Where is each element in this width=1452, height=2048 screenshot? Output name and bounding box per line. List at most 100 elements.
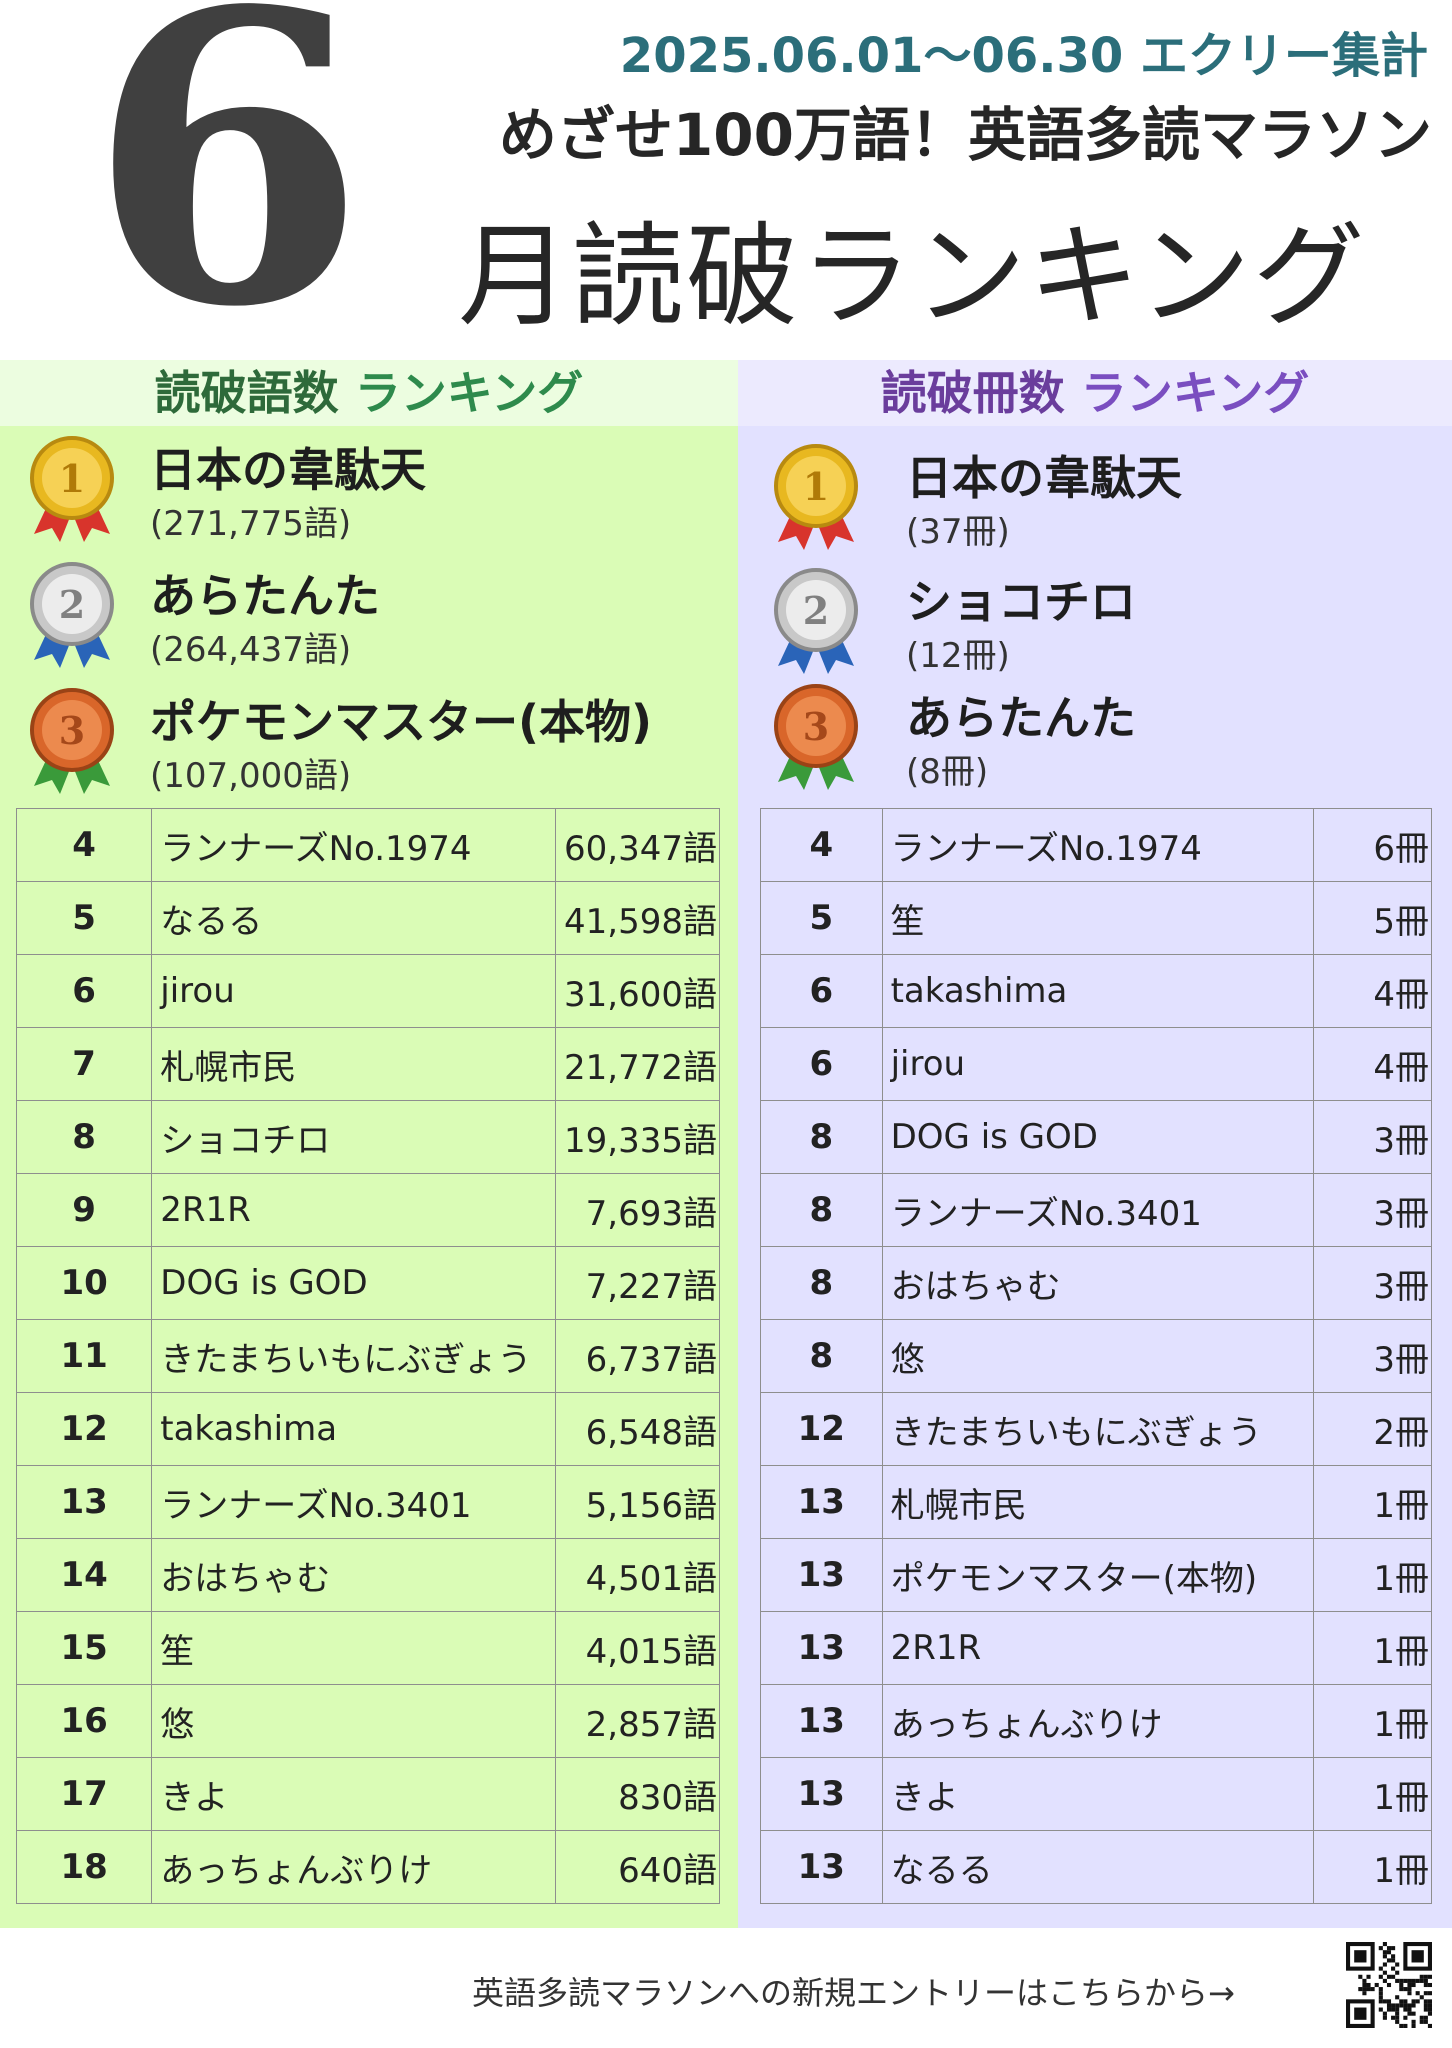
table-row: 8 DOG is GOD 3冊 xyxy=(760,1100,1432,1174)
rank-cell: 10 xyxy=(15,1246,153,1320)
rank-cell: 5 xyxy=(15,881,153,955)
books-ranking-panel: 読破冊数 ランキング 1 日本の韋駄天 (37冊) 2 ショコチロ ( xyxy=(738,360,1452,1928)
subtitle: めざせ100万語！英語多読マラソン xyxy=(498,101,1432,169)
value-cell: 6,737語 xyxy=(555,1319,720,1393)
value-cell: 1冊 xyxy=(1313,1757,1432,1831)
rank-cell: 13 xyxy=(15,1465,153,1539)
value-cell: 1冊 xyxy=(1313,1611,1432,1685)
name-cell: なるる xyxy=(151,881,557,955)
gold-medal-icon: 1 xyxy=(30,436,114,542)
value-cell: 4,501語 xyxy=(555,1538,720,1612)
value-cell: 3冊 xyxy=(1313,1100,1432,1174)
name-cell: きよ xyxy=(881,1757,1315,1831)
name-cell: takashima xyxy=(151,1392,557,1466)
value-cell: 5,156語 xyxy=(555,1465,720,1539)
books-second-place: 2 ショコチロ (12冊) xyxy=(770,566,1430,690)
name-cell: takashima xyxy=(881,954,1315,1028)
rank-cell: 4 xyxy=(760,808,883,882)
words-third-place: 3 ポケモンマスター(本物) (107,000語) xyxy=(26,686,726,810)
table-row: 14 おはちゃむ 4,501語 xyxy=(15,1538,720,1612)
value-cell: 31,600語 xyxy=(555,954,720,1028)
value-cell: 4,015語 xyxy=(555,1611,720,1685)
value-cell: 1冊 xyxy=(1313,1538,1432,1612)
name-cell: あっちょんぶりけ xyxy=(881,1684,1315,1758)
third-place-name: あらたんた xyxy=(906,691,1136,745)
second-place-name: あらたんた xyxy=(150,569,380,623)
rank-cell: 12 xyxy=(15,1392,153,1466)
rank-cell: 13 xyxy=(760,1611,883,1685)
value-cell: 7,227語 xyxy=(555,1246,720,1320)
name-cell: ランナーズNo.3401 xyxy=(881,1173,1315,1247)
table-row: 16 悠 2,857語 xyxy=(15,1684,720,1758)
table-row: 7 札幌市民 21,772語 xyxy=(15,1027,720,1101)
name-cell: なるる xyxy=(881,1830,1315,1904)
table-row: 6 jirou 4冊 xyxy=(760,1027,1432,1101)
entry-link-text[interactable]: 英語多読マラソンへの新規エントリーはこちらから→ xyxy=(472,1974,1235,2012)
rank-cell: 6 xyxy=(15,954,153,1028)
table-row: 4 ランナーズNo.1974 6冊 xyxy=(760,808,1432,882)
name-cell: 悠 xyxy=(881,1319,1315,1393)
value-cell: 4冊 xyxy=(1313,954,1432,1028)
name-cell: きたまちいもにぶぎょう xyxy=(151,1319,557,1393)
svg-text:2: 2 xyxy=(59,582,85,627)
first-place-value: (37冊) xyxy=(906,512,1010,552)
name-cell: きたまちいもにぶぎょう xyxy=(881,1392,1315,1466)
first-place-value: (271,775語) xyxy=(150,504,352,544)
table-row: 11 きたまちいもにぶぎょう 6,737語 xyxy=(15,1319,720,1393)
table-row: 9 2R1R 7,693語 xyxy=(15,1173,720,1247)
value-cell: 7,693語 xyxy=(555,1173,720,1247)
table-row: 15 笙 4,015語 xyxy=(15,1611,720,1685)
name-cell: 2R1R xyxy=(151,1173,557,1247)
rank-cell: 4 xyxy=(15,808,153,882)
silver-medal-icon: 2 xyxy=(774,568,858,674)
value-cell: 4冊 xyxy=(1313,1027,1432,1101)
name-cell: jirou xyxy=(881,1027,1315,1101)
second-place-value: (264,437語) xyxy=(150,630,352,670)
month-number: 6 xyxy=(88,0,367,395)
value-cell: 3冊 xyxy=(1313,1173,1432,1247)
rank-cell: 8 xyxy=(760,1319,883,1393)
table-row: 13 ポケモンマスター(本物) 1冊 xyxy=(760,1538,1432,1612)
rank-cell: 6 xyxy=(760,1027,883,1101)
third-place-value: (8冊) xyxy=(906,752,989,792)
svg-text:2: 2 xyxy=(803,588,829,633)
table-row: 13 2R1R 1冊 xyxy=(760,1611,1432,1685)
rank-cell: 15 xyxy=(15,1611,153,1685)
name-cell: 札幌市民 xyxy=(881,1465,1315,1539)
value-cell: 830語 xyxy=(555,1757,720,1831)
table-row: 12 takashima 6,548語 xyxy=(15,1392,720,1466)
bronze-medal-icon: 3 xyxy=(774,684,858,790)
name-cell: DOG is GOD xyxy=(151,1246,557,1320)
qr-code-icon[interactable] xyxy=(1346,1942,1432,2028)
page-title: 月読破ランキング xyxy=(458,212,1367,342)
rank-cell: 8 xyxy=(760,1246,883,1320)
value-cell: 1冊 xyxy=(1313,1830,1432,1904)
table-row: 8 ショコチロ 19,335語 xyxy=(15,1100,720,1174)
value-cell: 3冊 xyxy=(1313,1246,1432,1320)
second-place-value: (12冊) xyxy=(906,636,1010,676)
words-ranking-heading-b: ランキング xyxy=(354,366,584,420)
name-cell: ポケモンマスター(本物) xyxy=(881,1538,1315,1612)
third-place-value: (107,000語) xyxy=(150,756,352,796)
header: 6 2025.06.01～06.30 エクリー集計 めざせ100万語！英語多読マ… xyxy=(0,0,1452,360)
value-cell: 21,772語 xyxy=(555,1027,720,1101)
value-cell: 640語 xyxy=(555,1830,720,1904)
table-row: 4 ランナーズNo.1974 60,347語 xyxy=(15,808,720,882)
table-row: 5 なるる 41,598語 xyxy=(15,881,720,955)
rank-cell: 8 xyxy=(760,1100,883,1174)
rank-cell: 5 xyxy=(760,881,883,955)
name-cell: 悠 xyxy=(151,1684,557,1758)
books-ranking-heading: 読破冊数 ランキング xyxy=(738,360,1452,426)
rank-cell: 13 xyxy=(760,1538,883,1612)
silver-medal-icon: 2 xyxy=(30,562,114,668)
first-place-name: 日本の韋駄天 xyxy=(150,443,426,497)
first-place-name: 日本の韋駄天 xyxy=(906,451,1182,505)
words-ranking-table: 4 ランナーズNo.1974 60,347語 5 なるる 41,598語 6 jirou 31,… xyxy=(15,808,720,1904)
name-cell: あっちょんぶりけ xyxy=(151,1830,557,1904)
svg-text:3: 3 xyxy=(803,704,829,749)
table-row: 10 DOG is GOD 7,227語 xyxy=(15,1246,720,1320)
books-top3: 1 日本の韋駄天 (37冊) 2 ショコチロ (12冊) 3 xyxy=(738,426,1452,798)
footer: 英語多読マラソンへの新規エントリーはこちらから→ xyxy=(0,1928,1452,2048)
words-ranking-heading: 読破語数 ランキング xyxy=(0,360,738,426)
rank-cell: 9 xyxy=(15,1173,153,1247)
